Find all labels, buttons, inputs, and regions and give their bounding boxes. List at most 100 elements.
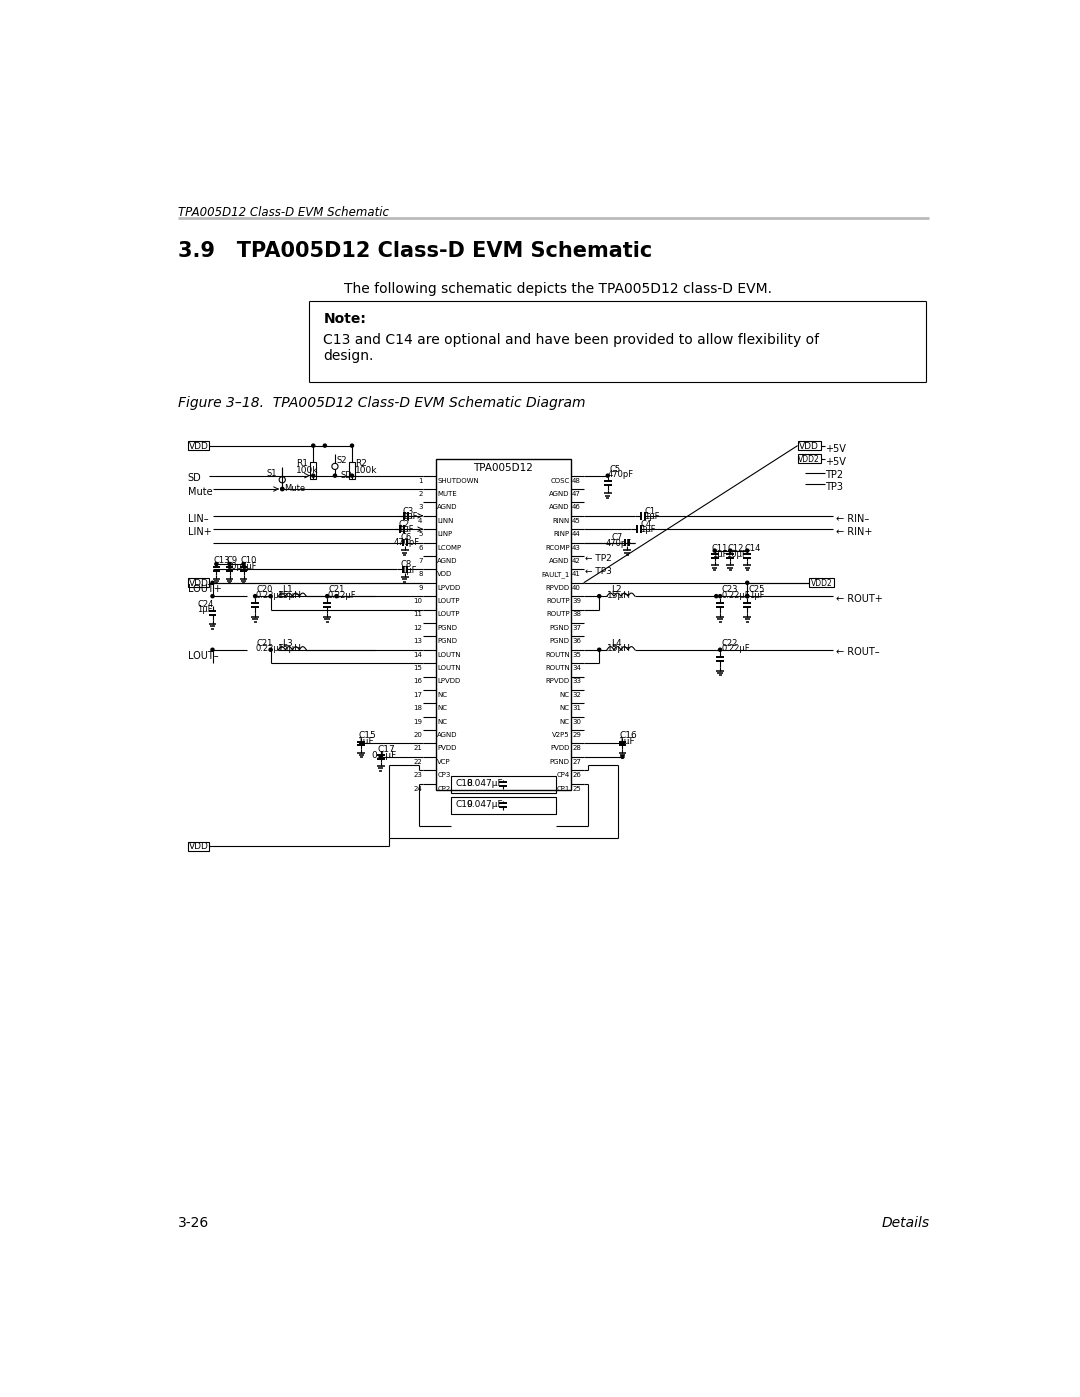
Text: L3: L3 bbox=[282, 638, 293, 648]
Text: 47: 47 bbox=[572, 490, 581, 497]
Text: C4: C4 bbox=[640, 520, 651, 529]
Text: LOUTN: LOUTN bbox=[437, 651, 461, 658]
Text: COSC: COSC bbox=[551, 478, 570, 483]
Text: 29: 29 bbox=[572, 732, 581, 738]
Text: C18: C18 bbox=[455, 780, 473, 788]
Text: VDD: VDD bbox=[799, 441, 820, 451]
Text: R2: R2 bbox=[355, 460, 367, 468]
Bar bbox=[798, 441, 821, 450]
Circle shape bbox=[269, 595, 272, 598]
Text: 26: 26 bbox=[572, 773, 581, 778]
Text: ← ROUT–: ← ROUT– bbox=[836, 647, 880, 658]
Text: C25: C25 bbox=[748, 585, 765, 594]
Text: LPVDD: LPVDD bbox=[437, 679, 460, 685]
Text: C16: C16 bbox=[619, 731, 637, 740]
Text: NC: NC bbox=[559, 718, 570, 725]
Text: SD: SD bbox=[188, 474, 202, 483]
Text: 19: 19 bbox=[414, 718, 422, 725]
Text: 37: 37 bbox=[572, 624, 581, 631]
Text: 16: 16 bbox=[414, 679, 422, 685]
Text: 14: 14 bbox=[414, 651, 422, 658]
Text: 27: 27 bbox=[572, 759, 581, 764]
Text: MUTE: MUTE bbox=[437, 490, 457, 497]
Text: C17: C17 bbox=[378, 745, 395, 753]
Text: 3.9   TPA005D12 Class-D EVM Schematic: 3.9 TPA005D12 Class-D EVM Schematic bbox=[177, 240, 652, 261]
Text: Note:: Note: bbox=[323, 312, 366, 326]
Text: 17: 17 bbox=[414, 692, 422, 698]
Text: 41: 41 bbox=[572, 571, 581, 577]
Text: 1μF: 1μF bbox=[399, 525, 414, 535]
Circle shape bbox=[281, 488, 284, 490]
Text: 15μH: 15μH bbox=[279, 644, 302, 654]
Text: RINN: RINN bbox=[553, 518, 570, 524]
Text: 1μF: 1μF bbox=[401, 566, 416, 574]
Text: 43: 43 bbox=[572, 545, 581, 550]
Bar bbox=[451, 796, 556, 814]
Text: 10μF: 10μF bbox=[226, 562, 246, 571]
Circle shape bbox=[745, 595, 748, 598]
Text: NC: NC bbox=[437, 718, 447, 725]
Text: 0.047μF: 0.047μF bbox=[467, 800, 503, 809]
Text: C13: C13 bbox=[213, 556, 230, 564]
Bar bbox=[188, 441, 210, 450]
Text: VDD2: VDD2 bbox=[798, 455, 820, 464]
Bar bbox=[435, 458, 571, 789]
Text: CP2: CP2 bbox=[437, 785, 450, 792]
Circle shape bbox=[228, 563, 231, 566]
Text: AGND: AGND bbox=[550, 490, 570, 497]
Circle shape bbox=[269, 648, 272, 651]
Text: 100k: 100k bbox=[296, 465, 319, 475]
Text: C15: C15 bbox=[359, 731, 376, 740]
Text: C13 and C14 are optional and have been provided to allow flexibility of
design.: C13 and C14 are optional and have been p… bbox=[323, 334, 820, 363]
Text: 11: 11 bbox=[414, 612, 422, 617]
Text: ← TP2: ← TP2 bbox=[585, 553, 612, 563]
Text: 39: 39 bbox=[572, 598, 581, 604]
Text: 28: 28 bbox=[572, 746, 581, 752]
Text: L4: L4 bbox=[611, 638, 621, 648]
Text: 15μH: 15μH bbox=[607, 591, 631, 599]
Text: VDD: VDD bbox=[189, 441, 208, 451]
Text: 44: 44 bbox=[572, 531, 581, 536]
Text: 31: 31 bbox=[572, 705, 581, 711]
Text: C20: C20 bbox=[257, 585, 273, 594]
Circle shape bbox=[745, 595, 748, 598]
Text: VCP: VCP bbox=[437, 759, 450, 764]
Text: PGND: PGND bbox=[437, 624, 457, 631]
Bar bbox=[188, 578, 210, 587]
Text: Figure 3–18.  TPA005D12 Class-D EVM Schematic Diagram: Figure 3–18. TPA005D12 Class-D EVM Schem… bbox=[177, 395, 585, 409]
Text: 15μH: 15μH bbox=[279, 591, 302, 599]
Text: L2: L2 bbox=[611, 585, 621, 594]
Text: AGND: AGND bbox=[550, 557, 570, 564]
Circle shape bbox=[211, 581, 214, 584]
Text: Mute: Mute bbox=[284, 485, 305, 493]
Text: RCOMP: RCOMP bbox=[545, 545, 570, 550]
Text: 24: 24 bbox=[414, 785, 422, 792]
Text: ROUTP: ROUTP bbox=[546, 612, 570, 617]
Text: 8: 8 bbox=[418, 571, 422, 577]
Text: The following schematic depicts the TPA005D12 class-D EVM.: The following schematic depicts the TPA0… bbox=[345, 282, 772, 296]
Text: S2: S2 bbox=[337, 455, 347, 465]
Text: PGND: PGND bbox=[550, 759, 570, 764]
Circle shape bbox=[621, 742, 624, 745]
Text: 33: 33 bbox=[572, 679, 581, 685]
Text: 1μF: 1μF bbox=[241, 562, 257, 571]
Text: C1: C1 bbox=[644, 507, 656, 515]
Text: 1μF: 1μF bbox=[359, 738, 375, 746]
Text: 470pF: 470pF bbox=[394, 538, 420, 548]
Text: 30: 30 bbox=[572, 718, 581, 725]
Text: SD: SD bbox=[340, 471, 352, 481]
Text: VDD: VDD bbox=[437, 571, 453, 577]
Text: 1μF: 1μF bbox=[640, 525, 656, 535]
Text: LOUTP: LOUTP bbox=[437, 612, 460, 617]
Text: 1μF: 1μF bbox=[748, 591, 765, 599]
Text: 46: 46 bbox=[572, 504, 581, 510]
Text: 100k: 100k bbox=[355, 465, 378, 475]
Circle shape bbox=[606, 474, 609, 478]
Text: TPA005D12 Class-D EVM Schematic: TPA005D12 Class-D EVM Schematic bbox=[177, 207, 389, 219]
Text: AGND: AGND bbox=[437, 557, 458, 564]
Text: VDD: VDD bbox=[189, 842, 208, 851]
Text: C8: C8 bbox=[401, 560, 413, 569]
Text: 45: 45 bbox=[572, 518, 581, 524]
Text: LPVDD: LPVDD bbox=[437, 585, 460, 591]
Text: 25: 25 bbox=[572, 785, 581, 792]
